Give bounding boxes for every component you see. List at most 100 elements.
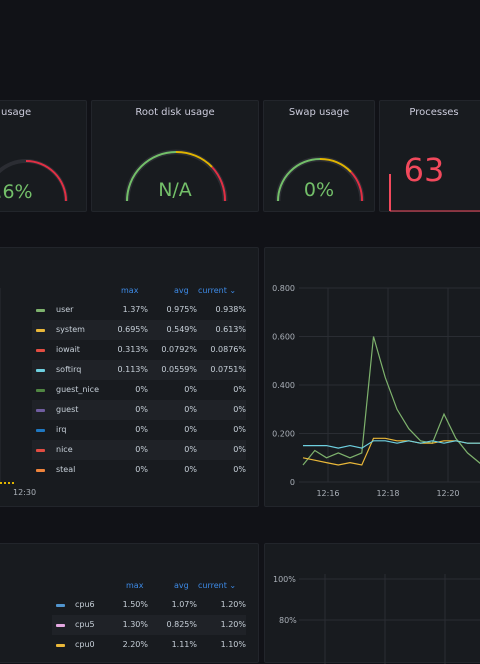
series-name: user — [56, 305, 74, 314]
x-tick: 12:20 — [436, 489, 459, 498]
series-color-swatch — [56, 624, 65, 627]
value-avg: 0.549% — [166, 325, 197, 334]
legend-row[interactable]: user 1.37% 0.975% 0.938% — [32, 300, 246, 320]
y-tick: 100% — [273, 575, 296, 584]
line-chart: 0.800 0.600 0.400 0.200 0 12:16 12:18 12:20 — [272, 284, 480, 498]
value-max: 0% — [135, 465, 148, 474]
header-current-label: current — [198, 581, 227, 590]
panel-title: usage — [1, 107, 32, 118]
value-avg: 0% — [184, 425, 197, 434]
swap-usage-panel[interactable]: Swap usage 0% — [263, 100, 375, 212]
series-line-2 — [303, 440, 480, 449]
value-max: 1.37% — [122, 305, 148, 314]
series-color-swatch — [36, 469, 45, 472]
panel-title: Swap usage — [288, 107, 350, 118]
header-current-label: current — [198, 286, 227, 295]
value-max: 0.113% — [117, 365, 148, 374]
series-name: guest_nice — [56, 385, 99, 394]
cpu-cores-chart-panel[interactable]: 100% 80% — [264, 543, 480, 664]
series-color-swatch — [36, 409, 45, 412]
value-avg: 0% — [184, 385, 197, 394]
header-avg[interactable]: avg — [174, 286, 189, 295]
value-current: 1.20% — [220, 620, 246, 629]
cpu-basic-panel[interactable]: 12:30 max avg current ⌄ user 1.37% 0.975% 0… — [0, 247, 259, 507]
value-max: 0% — [135, 445, 148, 454]
legend-row[interactable]: softirq 0.113% 0.0559% 0.0751% — [32, 360, 246, 380]
y-tick: 0 — [290, 478, 295, 487]
x-tick: 12:18 — [376, 489, 399, 498]
x-tick: 12:30 — [13, 488, 37, 497]
value-current: 0.0876% — [210, 345, 246, 354]
panel-title: Root disk usage — [135, 107, 215, 118]
value-current: 1.20% — [220, 600, 246, 609]
series-color-swatch — [36, 349, 45, 352]
header-current[interactable]: current ⌄ — [198, 581, 236, 590]
gauge — [0, 159, 68, 202]
chevron-down-icon: ⌄ — [229, 286, 237, 295]
series-color-swatch — [36, 309, 45, 312]
series-name: softirq — [56, 365, 82, 374]
value-current: 1.10% — [220, 640, 246, 649]
x-tick: 12:16 — [316, 489, 339, 498]
cpu-usage-panel[interactable]: usage .6% — [0, 100, 87, 212]
value-current: 0% — [233, 445, 246, 454]
series-color-swatch — [36, 429, 45, 432]
value-avg: 0.0559% — [161, 365, 197, 374]
header-avg[interactable]: avg — [174, 581, 189, 590]
series-name: guest — [56, 405, 79, 414]
series-name: iowait — [56, 345, 80, 354]
value-avg: 1.07% — [171, 600, 197, 609]
chevron-down-icon: ⌄ — [229, 581, 237, 590]
value-max: 1.30% — [122, 620, 148, 629]
processes-value: 63 — [403, 151, 445, 189]
value-max: 0% — [135, 385, 148, 394]
value-current: 0.938% — [215, 305, 246, 314]
series-name: irq — [56, 425, 67, 434]
value-current: 0% — [233, 405, 246, 414]
cores-chart-grid — [299, 574, 480, 664]
series-color-swatch — [56, 644, 65, 647]
legend-row[interactable]: system 0.695% 0.549% 0.613% — [32, 320, 246, 340]
value-max: 0.313% — [117, 345, 148, 354]
cpu-chart-clip — [0, 288, 16, 484]
sparkline — [389, 174, 480, 212]
legend-row[interactable]: cpu0 2.20% 1.11% 1.10% — [52, 635, 246, 655]
cpu-cores-panel[interactable]: max avg current ⌄ cpu6 1.50% 1.07% 1.20% cpu… — [0, 543, 259, 663]
gauge-value: N/A — [158, 179, 192, 201]
root-disk-usage-panel[interactable]: Root disk usage N/A — [91, 100, 259, 212]
series-name: steal — [56, 465, 76, 474]
series-color-swatch — [36, 449, 45, 452]
y-tick: 0.800 — [272, 284, 295, 293]
cpu-line-panel[interactable]: 0.800 0.600 0.400 0.200 0 12:16 12:18 12:20 — [264, 247, 480, 507]
panel-title: Processes — [409, 107, 459, 118]
y-tick: 0.600 — [272, 333, 295, 342]
legend-row[interactable]: cpu6 1.50% 1.07% 1.20% — [52, 595, 246, 615]
legend-row[interactable]: steal 0% 0% 0% — [32, 460, 246, 480]
header-max[interactable]: max — [126, 581, 144, 590]
value-max: 0.695% — [117, 325, 148, 334]
legend-row[interactable]: guest 0% 0% 0% — [32, 400, 246, 420]
processes-panel[interactable]: Processes 63 — [379, 100, 480, 212]
value-avg: 0.825% — [166, 620, 197, 629]
gauge-value: .6% — [0, 181, 33, 203]
value-max: 2.20% — [122, 640, 148, 649]
y-tick: 80% — [279, 616, 297, 625]
value-max: 0% — [135, 425, 148, 434]
header-max[interactable]: max — [121, 286, 139, 295]
value-avg: 0% — [184, 465, 197, 474]
legend-row[interactable]: iowait 0.313% 0.0792% 0.0876% — [32, 340, 246, 360]
series-line-0 — [302, 336, 480, 466]
legend-row[interactable]: nice 0% 0% 0% — [32, 440, 246, 460]
series-name: cpu6 — [75, 600, 95, 609]
header-current[interactable]: current ⌄ — [198, 286, 236, 295]
legend-row[interactable]: cpu5 1.30% 0.825% 1.20% — [52, 615, 246, 635]
series-color-swatch — [36, 389, 45, 392]
gauge-value: 0% — [303, 179, 335, 201]
legend-row[interactable]: irq 0% 0% 0% — [32, 420, 246, 440]
value-avg: 0% — [184, 445, 197, 454]
y-tick: 0.200 — [272, 430, 295, 439]
series-name: nice — [56, 445, 73, 454]
legend-row[interactable]: guest_nice 0% 0% 0% — [32, 380, 246, 400]
series-color-swatch — [56, 604, 65, 607]
gauge — [124, 149, 228, 202]
